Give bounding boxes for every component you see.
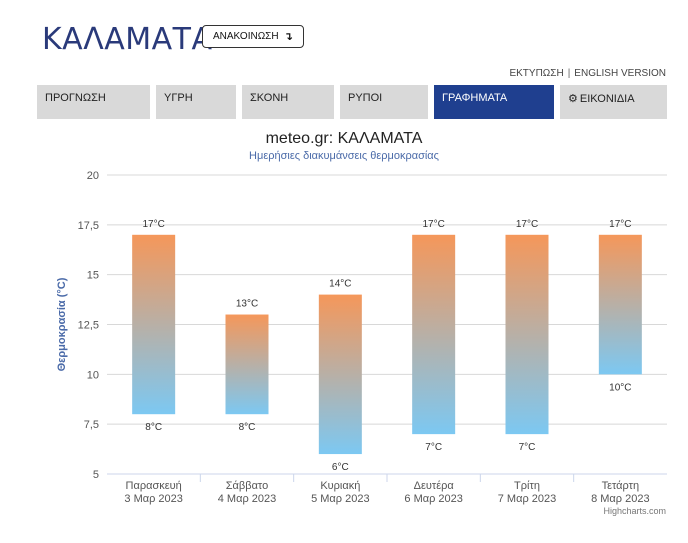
high-temp-label: 17°C: [142, 219, 164, 230]
x-tick-day: Παρασκευή: [126, 480, 182, 492]
low-temp-label: 8°C: [145, 422, 162, 433]
temperature-range-bar: [225, 314, 269, 415]
temperature-range-bar: [505, 234, 549, 435]
y-tick-label: 5: [93, 469, 99, 481]
x-tick-day: Σάββατο: [226, 480, 268, 492]
low-temp-label: 8°C: [239, 422, 256, 433]
temperature-range-bar: [132, 234, 176, 415]
x-tick-date: 4 Μαρ 2023: [218, 493, 276, 505]
tab-dust[interactable]: ΣΚΟΝΗ: [242, 85, 334, 119]
chart-title: meteo.gr: ΚΑΛΑΜΑΤΑ: [265, 130, 423, 147]
announcement-button[interactable]: ΑΝΑΚΟΙΝΩΣΗ ↴: [202, 25, 304, 48]
tab-forecast[interactable]: ΠΡΟΓΝΩΣΗ: [37, 85, 150, 119]
city-title: ΚΑΛΑΜΑΤΑ: [42, 22, 213, 57]
high-temp-label: 17°C: [422, 219, 444, 230]
tab-icons[interactable]: ⚙ ΕΙΚΟΝΙΔΙΑ: [560, 85, 667, 119]
tab-humidity[interactable]: ΥΓΡΗ: [156, 85, 236, 119]
x-tick-day: Δευτέρα: [414, 480, 455, 492]
high-temp-label: 17°C: [609, 219, 631, 230]
tab-label: ΠΡΟΓΝΩΣΗ: [45, 92, 106, 104]
tab-charts[interactable]: ΓΡΑΦΗΜΑΤΑ: [434, 85, 554, 119]
y-tick-label: 10: [87, 369, 99, 381]
tab-label: ΓΡΑΦΗΜΑΤΑ: [442, 92, 508, 104]
highcharts-credits[interactable]: Highcharts.com: [603, 506, 666, 516]
chart-subtitle: Ημερήσιες διακυμάνσεις θερμοκρασίας: [249, 150, 439, 162]
tab-pollutants[interactable]: ΡΥΠΟΙ: [340, 85, 428, 119]
announcement-label: ΑΝΑΚΟΙΝΩΣΗ: [213, 30, 279, 42]
tab-label: ΥΓΡΗ: [164, 92, 193, 104]
y-tick-label: 12,5: [78, 320, 99, 332]
gear-icon: ⚙: [568, 93, 578, 105]
high-temp-label: 13°C: [236, 299, 258, 310]
y-tick-label: 7,5: [84, 419, 99, 431]
temperature-range-bar: [598, 234, 642, 375]
x-tick-day: Τετάρτη: [602, 480, 640, 492]
x-tick-date: 3 Μαρ 2023: [124, 493, 182, 505]
y-axis-title: Θερμοκρασία (°C): [56, 277, 68, 371]
low-temp-label: 10°C: [609, 382, 631, 393]
tab-label: ΣΚΟΝΗ: [250, 92, 289, 104]
arrow-down-icon: ↴: [283, 30, 293, 43]
x-tick-date: 7 Μαρ 2023: [498, 493, 556, 505]
tab-label: ΡΥΠΟΙ: [348, 92, 383, 104]
tab-bar: ΠΡΟΓΝΩΣΗ ΥΓΡΗ ΣΚΟΝΗ ΡΥΠΟΙ ΓΡΑΦΗΜΑΤΑ ⚙ ΕΙΚ…: [37, 85, 667, 119]
high-temp-label: 17°C: [516, 219, 538, 230]
temperature-range-bar: [412, 234, 456, 435]
x-tick-day: Τρίτη: [514, 480, 540, 492]
y-tick-label: 17,5: [78, 220, 99, 232]
x-tick-date: 8 Μαρ 2023: [591, 493, 649, 505]
x-tick-date: 5 Μαρ 2023: [311, 493, 369, 505]
english-version-link[interactable]: ENGLISH VERSION: [574, 68, 666, 79]
y-tick-label: 20: [87, 170, 99, 182]
x-tick-date: 6 Μαρ 2023: [404, 493, 462, 505]
top-links: ΕΚΤΥΠΩΣΗ | ENGLISH VERSION: [509, 68, 666, 79]
low-temp-label: 7°C: [519, 442, 536, 453]
low-temp-label: 6°C: [332, 462, 349, 473]
print-link[interactable]: ΕΚΤΥΠΩΣΗ: [509, 68, 564, 79]
x-tick-day: Κυριακή: [320, 480, 360, 492]
temperature-range-bar: [318, 294, 362, 455]
y-tick-label: 15: [87, 270, 99, 282]
high-temp-label: 14°C: [329, 279, 351, 290]
link-separator: |: [567, 68, 571, 79]
tab-label: ΕΙΚΟΝΙΔΙΑ: [579, 93, 635, 105]
low-temp-label: 7°C: [425, 442, 442, 453]
